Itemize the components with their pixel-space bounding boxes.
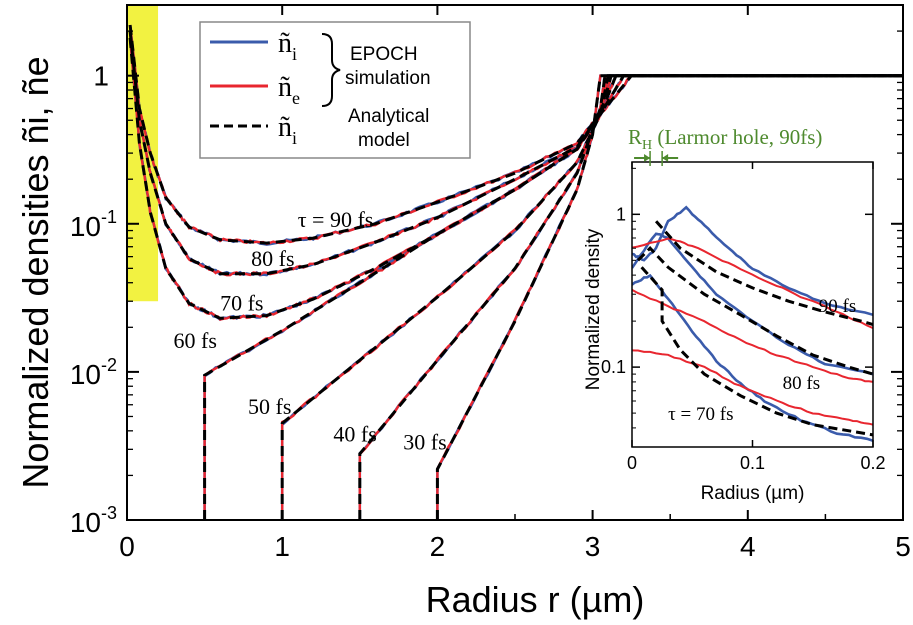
inset-curves <box>632 205 873 442</box>
y-axis-label: Normalized densities ñi, ñe <box>15 56 56 488</box>
legend-label-0: ñi <box>278 28 297 64</box>
curve-label-3: 60 fs <box>174 328 217 353</box>
inset-electron-line-8 <box>632 349 873 426</box>
x-tick-label-3: 3 <box>585 531 601 562</box>
main-curves <box>128 24 903 520</box>
x-tick-label-2: 2 <box>430 531 446 562</box>
inset-curve-label-2: τ = 70 fs <box>668 404 733 425</box>
y-tick-label-0: 1 <box>93 61 109 92</box>
analytical-line-1 <box>128 30 903 276</box>
curve-label-4: 50 fs <box>248 394 291 419</box>
larmor-hole-label: RH (Larmor hole, 90fs) <box>628 125 822 153</box>
y-tick-label-2: 10-2 <box>70 355 117 390</box>
curve-label-6: 30 fs <box>403 429 446 454</box>
x-axis-label: Radius r (µm) <box>426 579 645 620</box>
y-tick-label-1: 10-1 <box>70 207 117 242</box>
x-tick-label-5: 5 <box>895 531 911 562</box>
legend-label-1: ñe <box>278 72 300 108</box>
inset-ion-line-3 <box>632 205 873 317</box>
inset-x-tick-label-0: 0 <box>627 453 637 473</box>
inset-analytical-line-0 <box>654 220 873 326</box>
analytical-line-3 <box>203 74 903 520</box>
legend-label-2: ñi <box>278 112 297 148</box>
legend-bracket <box>321 33 341 107</box>
inset-ion-line-4 <box>632 232 873 376</box>
inset-curve-label-0: 90 fs <box>819 296 856 317</box>
analytical-line-5 <box>358 74 903 520</box>
analytical-line-6 <box>435 74 903 520</box>
larmor-arrowhead-left <box>644 154 651 162</box>
inset-x-tick-label-2: 0.2 <box>860 453 885 473</box>
inset-plot: 0 0.1 0.2 1 0.1 Radius (µm) Normalized density… <box>583 125 886 504</box>
y-tick-label-3: 10-3 <box>70 503 117 538</box>
inset-analytical-line-2 <box>640 266 873 437</box>
legend: ñi ñe ñi EPOCH simulation Analytical model <box>199 21 471 159</box>
inset-curve-label-1: 80 fs <box>783 373 820 394</box>
inset-y-tick-label-1: 0.1 <box>601 357 626 377</box>
legend-group-epoch: EPOCH <box>350 44 418 65</box>
x-tick-label-0: 0 <box>119 531 135 562</box>
inset-x-axis-label: Radius (µm) <box>701 483 805 504</box>
curve-label-1: 80 fs <box>251 246 294 271</box>
curve-label-0: τ = 90 fs <box>298 207 374 232</box>
x-tick-label-4: 4 <box>740 531 756 562</box>
x-tick-label-1: 1 <box>274 531 290 562</box>
curve-label-2: 70 fs <box>220 290 263 315</box>
analytical-line-4 <box>280 74 903 520</box>
legend-group-simulation: simulation <box>345 68 431 89</box>
legend-box <box>199 21 471 159</box>
main-plot: 0 1 2 3 4 5 1 10-1 10-2 10-3 Radius r (µm) Normaliz… <box>15 4 911 620</box>
legend-group-analytical: Analytical <box>348 106 429 127</box>
inset-y-tick-label-0: 1 <box>616 204 626 224</box>
inset-analytical-line-1 <box>636 246 873 376</box>
inset-x-tick-label-1: 0.1 <box>740 453 765 473</box>
larmor-arrowhead-right <box>662 154 669 162</box>
legend-group-model: model <box>358 130 410 151</box>
inset-electron-line-7 <box>632 289 873 383</box>
inset-y-axis-label: Normalized density <box>583 228 604 390</box>
inset-electron-line-6 <box>632 237 873 330</box>
curve-label-5: 40 fs <box>333 421 376 446</box>
